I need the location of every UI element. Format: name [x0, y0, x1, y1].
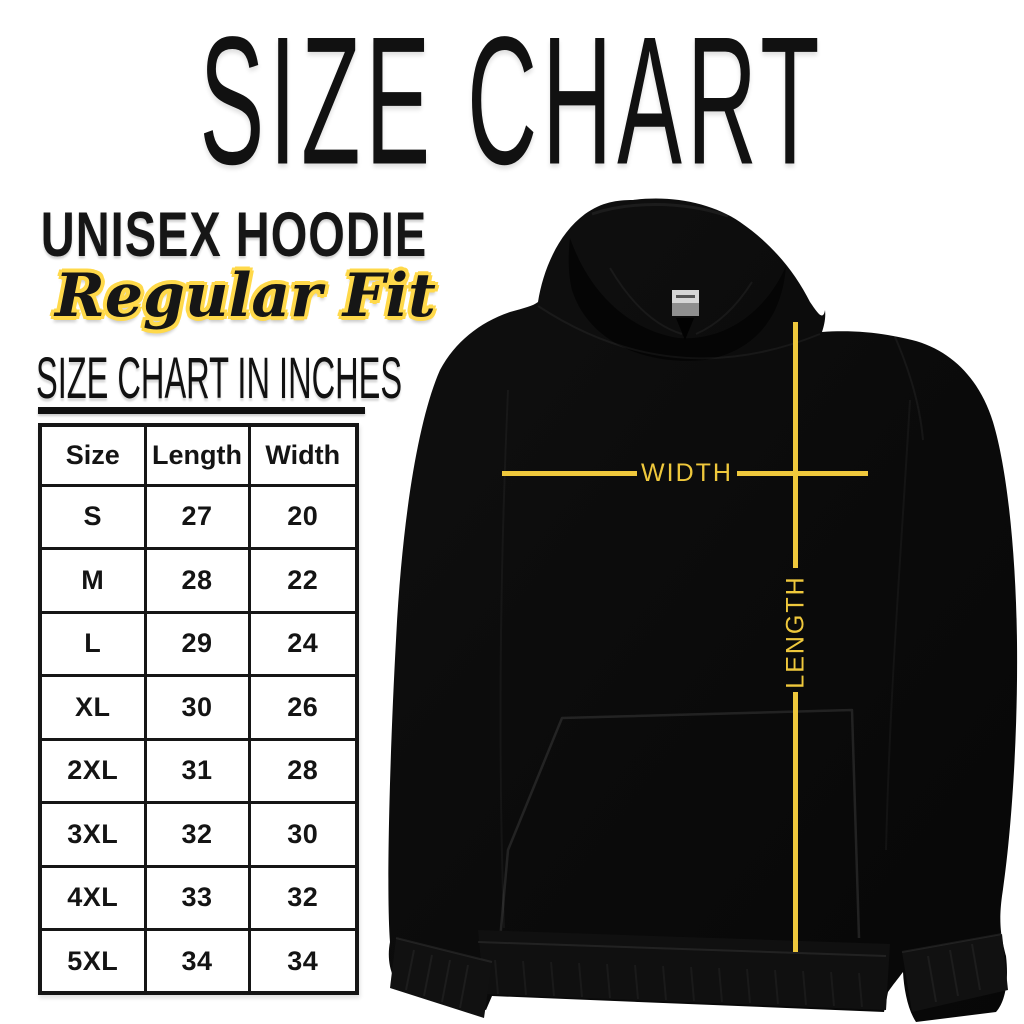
table-cell: 34 — [247, 928, 359, 995]
table-heading: SIZE CHART IN INCHES — [36, 346, 403, 412]
width-measure-line-left — [502, 471, 637, 476]
table-cell: 29 — [143, 610, 251, 677]
table-cell: 20 — [247, 483, 359, 550]
hoodie-illustration — [388, 198, 1018, 1022]
product-name: UNISEX HOODIE — [40, 198, 428, 270]
hood-highlight — [591, 203, 729, 218]
hood-fold-line — [609, 267, 753, 335]
table-cell: 31 — [143, 737, 251, 804]
table-cell: 33 — [143, 864, 251, 931]
table-cell: 28 — [247, 737, 359, 804]
length-label: LENGTH — [781, 575, 810, 689]
table-cell: 32 — [247, 864, 359, 931]
table-row: 3XL 32 30 — [38, 801, 359, 868]
sleeve-seam-right — [885, 399, 911, 851]
table-cell: 3XL — [38, 801, 147, 868]
table-cell: S — [38, 483, 147, 550]
table-cell: 27 — [143, 483, 251, 550]
width-label: WIDTH — [641, 459, 733, 487]
hood-drape-line — [537, 305, 821, 360]
table-row: 5XL 34 34 — [38, 928, 359, 995]
hem-band — [477, 930, 890, 1010]
sleeve-seam-left — [499, 389, 509, 929]
shoulder-seam-right — [891, 329, 924, 441]
table-row: S 27 20 — [38, 483, 359, 550]
product-fit: Regular Fit — [55, 261, 436, 331]
length-measure-line-top — [793, 322, 798, 568]
hood-opening — [568, 238, 786, 361]
table-cell: 2XL — [38, 737, 147, 804]
table-row: L 29 24 — [38, 610, 359, 677]
size-table: Size Length Width S 27 20 M 28 22 L 29 24 XL 30 26 2… — [38, 423, 359, 995]
hoodie-silhouette — [388, 198, 1018, 1022]
table-header-row: Size Length Width — [38, 423, 359, 487]
column-header-size: Size — [38, 423, 147, 487]
rib-lines — [927, 943, 981, 1003]
width-measure-line-right — [737, 471, 868, 476]
table-cell: 22 — [247, 547, 359, 614]
table-row: M 28 22 — [38, 547, 359, 614]
table-cell: 26 — [247, 674, 359, 741]
table-cell: 24 — [247, 610, 359, 677]
page-title: SIZE CHART — [199, 0, 825, 203]
heading-underline — [38, 407, 365, 414]
table-cell: 32 — [143, 801, 251, 868]
cuff-right — [901, 933, 1008, 1012]
table-cell: 34 — [143, 928, 251, 995]
table-cell: 4XL — [38, 864, 147, 931]
kangaroo-pocket — [498, 708, 861, 941]
table-cell: 30 — [247, 801, 359, 868]
table-cell: XL — [38, 674, 147, 741]
table-cell: 28 — [143, 547, 251, 614]
rib-lines — [405, 949, 469, 1009]
hoodie-photo — [380, 190, 1024, 1024]
length-measure-line-bottom — [793, 692, 798, 952]
cuff-left — [390, 937, 493, 1018]
table-row: 4XL 33 32 — [38, 864, 359, 931]
table-cell: 5XL — [38, 928, 147, 995]
table-cell: 30 — [143, 674, 251, 741]
garment-tag — [672, 290, 699, 340]
column-header-width: Width — [247, 423, 359, 487]
column-header-length: Length — [143, 423, 251, 487]
rib-lines — [494, 959, 863, 1008]
table-row: 2XL 31 28 — [38, 737, 359, 804]
table-row: XL 30 26 — [38, 674, 359, 741]
table-cell: L — [38, 610, 147, 677]
table-cell: M — [38, 547, 147, 614]
